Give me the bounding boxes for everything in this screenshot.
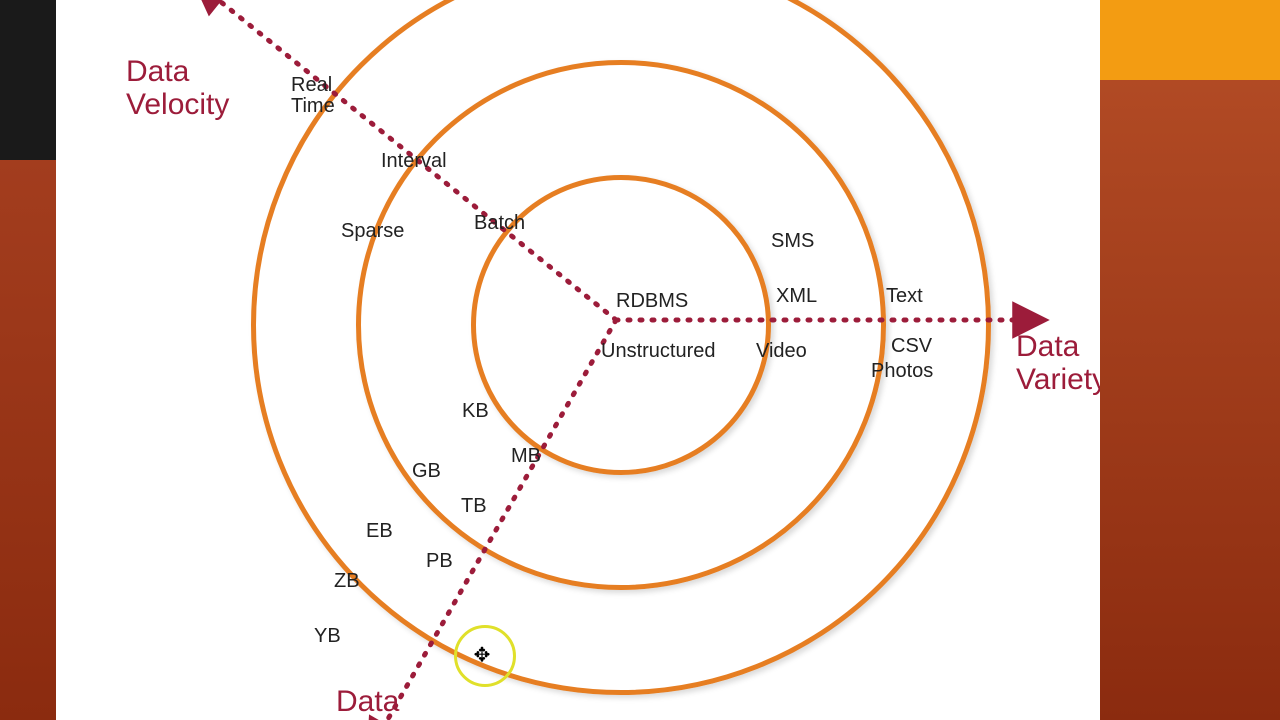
axis-title-volume: Data <box>336 685 399 718</box>
label-variety-0: RDBMS <box>616 290 688 313</box>
label-volume-5: PB <box>426 550 453 573</box>
decor-bar-right <box>1100 80 1280 720</box>
move-cursor-icon: ✥ <box>474 643 491 668</box>
axis-title-velocity: DataVelocity <box>126 55 229 121</box>
label-variety-7: Photos <box>871 360 933 383</box>
label-variety-4: Video <box>756 340 807 363</box>
label-variety-5: Text <box>886 285 923 308</box>
label-volume-2: GB <box>412 460 441 483</box>
label-volume-6: ZB <box>334 570 360 593</box>
decor-bar-black <box>0 0 56 160</box>
label-velocity-0: Batch <box>474 212 525 235</box>
label-volume-3: TB <box>461 495 487 518</box>
label-velocity-3: RealTime <box>291 75 335 117</box>
decor-bar-left <box>0 160 56 720</box>
label-volume-7: YB <box>314 625 341 648</box>
label-variety-2: SMS <box>771 230 814 253</box>
three-v-diagram: DataVelocity DataVariety Data Batch Spars… <box>56 0 1100 720</box>
slide-stage: DataVelocity DataVariety Data Batch Spars… <box>0 0 1280 720</box>
label-volume-1: MB <box>511 445 541 468</box>
label-volume-0: KB <box>462 400 489 423</box>
label-velocity-1: Sparse <box>341 220 404 243</box>
label-variety-1: Unstructured <box>601 340 716 363</box>
label-variety-6: CSV <box>891 335 932 358</box>
axis-title-variety: DataVariety <box>1016 330 1100 396</box>
decor-bar-top <box>1100 0 1280 80</box>
label-variety-3: XML <box>776 285 817 308</box>
label-velocity-2: Interval <box>381 150 447 173</box>
label-volume-4: EB <box>366 520 393 543</box>
